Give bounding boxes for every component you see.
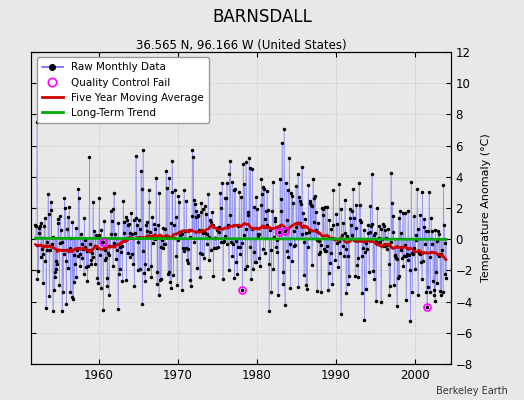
Legend: Raw Monthly Data, Quality Control Fail, Five Year Moving Average, Long-Term Tren: Raw Monthly Data, Quality Control Fail, … (37, 57, 209, 123)
Text: BARNSDALL: BARNSDALL (212, 8, 312, 26)
Text: Berkeley Earth: Berkeley Earth (436, 386, 508, 396)
Y-axis label: Temperature Anomaly (°C): Temperature Anomaly (°C) (481, 134, 491, 282)
Title: 36.565 N, 96.166 W (United States): 36.565 N, 96.166 W (United States) (136, 39, 346, 52)
